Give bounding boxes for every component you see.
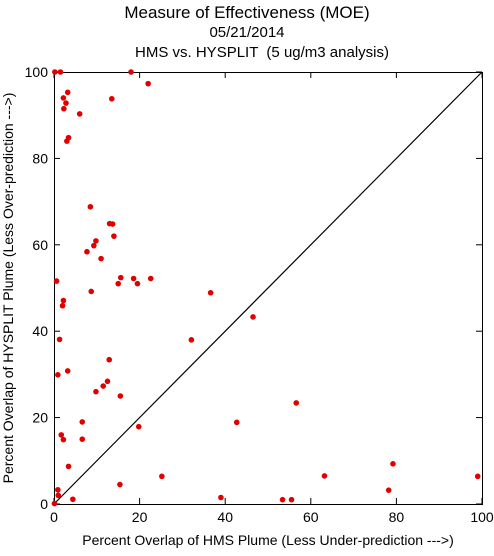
scatter-point xyxy=(51,500,58,507)
scatter-point xyxy=(55,372,61,378)
scatter-point xyxy=(100,383,107,389)
scatter-point xyxy=(70,496,76,503)
x-tick-label: 0 xyxy=(50,509,58,525)
scatter-point xyxy=(91,242,97,249)
axis-tick-labels: 0 20 40 60 80 100 0 20 40 60 80 100 xyxy=(25,64,494,525)
scatter-point xyxy=(321,473,328,479)
chart-title: Measure of Effectiveness (MOE) xyxy=(124,3,369,22)
y-tick-label: 40 xyxy=(32,323,48,339)
data-points xyxy=(51,69,481,507)
scatter-point xyxy=(279,496,286,503)
chart-subtitle-date: 05/21/2014 xyxy=(209,24,284,41)
y-tick-label: 100 xyxy=(25,64,49,80)
scatter-point xyxy=(64,368,71,374)
x-tick-label: 80 xyxy=(389,509,405,525)
scatter-point xyxy=(250,314,256,320)
y-axis-label: Percent Overlap of HYSPLIT Plume (Less O… xyxy=(0,93,16,484)
scatter-point xyxy=(98,255,104,262)
scatter-point xyxy=(135,423,142,430)
plot-frame xyxy=(54,72,483,505)
scatter-point xyxy=(61,105,67,112)
x-tick-label: 100 xyxy=(470,509,494,525)
x-tick-label: 20 xyxy=(132,509,148,525)
one-to-one-reference-line xyxy=(53,71,483,505)
scatter-point xyxy=(84,248,90,255)
scatter-point xyxy=(218,494,224,501)
scatter-point xyxy=(145,80,151,87)
scatter-point xyxy=(93,238,99,244)
scatter-point xyxy=(55,486,61,493)
scatter-point xyxy=(76,111,83,117)
scatter-point xyxy=(79,419,86,425)
scatter-point xyxy=(79,436,86,443)
scatter-point xyxy=(147,275,154,282)
scatter-point xyxy=(390,461,396,467)
scatter-point xyxy=(57,69,64,75)
scatter-point xyxy=(60,95,67,101)
scatter-point xyxy=(52,69,58,75)
y-tick-label: 20 xyxy=(32,410,48,426)
scatter-point xyxy=(64,89,71,96)
scatter-point xyxy=(288,496,295,503)
scatter-point xyxy=(128,69,134,75)
x-tick-label: 40 xyxy=(217,509,233,525)
chart-subtitle-analysis: HMS vs. HYSPLIT (5 ug/m3 analysis) xyxy=(135,44,389,61)
scatter-point xyxy=(117,274,124,281)
scatter-point xyxy=(64,138,70,144)
scatter-point xyxy=(111,233,117,239)
scatter-point xyxy=(106,356,113,363)
scatter-point xyxy=(207,289,214,296)
scatter-point xyxy=(109,221,116,227)
scatter-point xyxy=(55,492,62,499)
scatter-point xyxy=(93,388,99,395)
scatter-point xyxy=(134,280,141,287)
scatter-point xyxy=(159,473,165,480)
x-tick-label: 60 xyxy=(303,509,319,525)
scatter-point xyxy=(293,400,300,406)
scatter-point xyxy=(60,297,67,304)
scatter-point xyxy=(58,432,65,438)
scatter-point xyxy=(188,337,195,343)
scatter-point xyxy=(108,95,115,102)
scatter-point xyxy=(104,378,111,385)
scatter-point xyxy=(115,280,121,287)
scatter-point xyxy=(88,288,95,295)
scatter-point xyxy=(59,302,66,309)
scatter-point xyxy=(63,100,69,106)
scatter-point xyxy=(117,393,124,399)
scatter-point xyxy=(53,278,60,284)
scatter-point xyxy=(130,275,137,282)
scatter-point xyxy=(60,436,67,443)
scatter-point xyxy=(385,487,392,493)
y-tick-label: 60 xyxy=(32,237,48,253)
scatter-point xyxy=(233,419,240,426)
scatter-point xyxy=(87,203,94,210)
y-tick-label: 0 xyxy=(40,496,48,512)
scatter-point xyxy=(56,336,63,343)
scatter-point xyxy=(474,473,481,480)
scatter-point xyxy=(65,463,72,470)
x-axis-label: Percent Overlap of HMS Plume (Less Under… xyxy=(82,532,454,548)
scatter-point xyxy=(117,481,123,488)
y-tick-label: 80 xyxy=(32,150,48,166)
